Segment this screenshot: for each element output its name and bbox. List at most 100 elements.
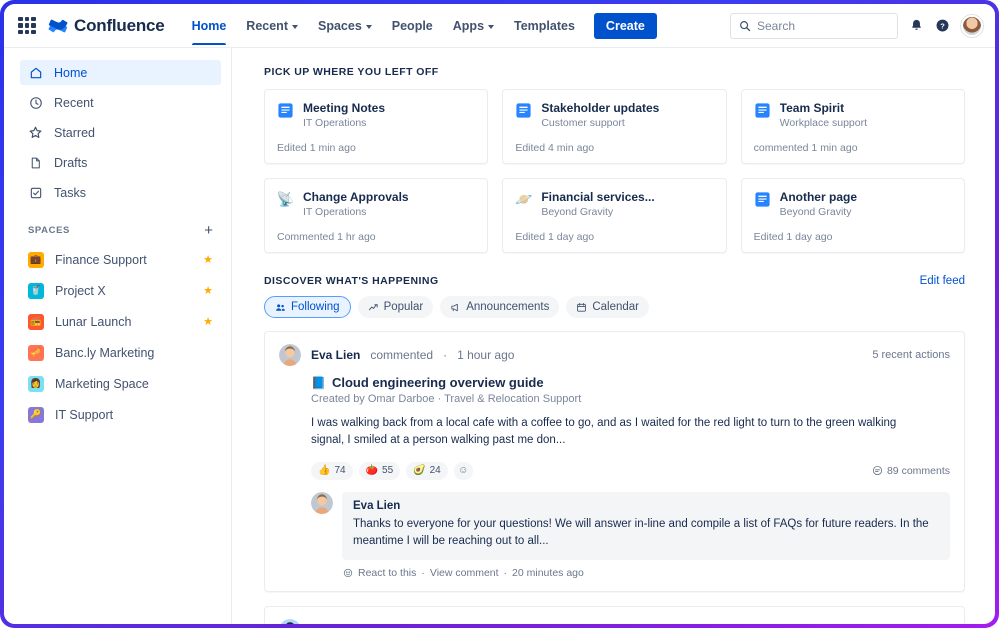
- tab-following[interactable]: Following: [264, 296, 351, 318]
- nav-item-recent[interactable]: Recent: [237, 6, 307, 45]
- blue-page-icon: [515, 102, 532, 119]
- comments-count[interactable]: 89 comments: [872, 465, 950, 477]
- reaction-thumbsup[interactable]: 👍 74: [311, 461, 353, 480]
- checkbox-icon: [28, 185, 43, 200]
- feed-author[interactable]: Eva Lien: [311, 348, 361, 362]
- inline-comment-box: Eva Lien Thanks to everyone for your que…: [342, 491, 950, 560]
- main-content: PICK UP WHERE YOU LEFT OFF Meeting Notes…: [232, 48, 995, 624]
- add-space-button[interactable]: +: [204, 222, 213, 239]
- confluence-logo[interactable]: Confluence: [48, 16, 165, 36]
- card-meta: Edited 1 day ago: [515, 231, 595, 243]
- tab-popular[interactable]: Popular: [357, 296, 434, 318]
- card-title: Meeting Notes: [303, 101, 386, 115]
- satellite-icon: 📡: [276, 191, 295, 207]
- sidebar-item-home[interactable]: Home: [20, 60, 221, 85]
- recent-page-card[interactable]: Team Spirit Workplace support commented …: [740, 89, 965, 164]
- recent-actions-count[interactable]: 5 recent actions: [872, 349, 950, 361]
- reaction-avocado[interactable]: 🥑 24: [406, 461, 448, 480]
- feed-item[interactable]: Jie Yan Song edited · 1 hour ago 🚨 Incid…: [264, 606, 965, 624]
- reaction-count: 74: [334, 465, 346, 476]
- recent-page-card[interactable]: Stakeholder updates Customer support Edi…: [502, 89, 727, 164]
- sidebar-item-recent[interactable]: Recent: [20, 90, 221, 115]
- sidebar-space-lunar-launch[interactable]: 📻 Lunar Launch ★: [20, 309, 221, 334]
- chevron-down-icon: [291, 24, 298, 29]
- react-to-this-link[interactable]: React to this: [358, 567, 417, 579]
- nav-item-apps[interactable]: Apps: [444, 6, 503, 45]
- nav-item-home[interactable]: Home: [183, 6, 236, 45]
- card-space: Workplace support: [779, 117, 868, 129]
- user-avatar[interactable]: [961, 14, 983, 37]
- feed-tabs: Following Popular Announcements: [264, 296, 965, 318]
- reaction-tomato[interactable]: 🍅 55: [358, 461, 401, 480]
- search-input[interactable]: Search: [730, 12, 898, 39]
- app-switcher-icon[interactable]: [18, 16, 36, 35]
- megaphone-icon: [451, 303, 458, 311]
- sidebar-space-it-support[interactable]: 🔑 IT Support: [20, 402, 221, 427]
- sidebar-item-drafts[interactable]: Drafts: [20, 150, 221, 175]
- card-space: IT Operations: [303, 117, 367, 129]
- star-icon[interactable]: ★: [203, 285, 213, 297]
- avatar[interactable]: [311, 491, 333, 514]
- avatar[interactable]: [279, 619, 301, 624]
- nav-label: Spaces: [317, 19, 362, 33]
- nav-label: People: [391, 19, 433, 33]
- feed-item[interactable]: Eva Lien commented · 1 hour ago 5 recent…: [264, 331, 965, 592]
- sidebar-space-finance-support[interactable]: 💼 Finance Support ★: [20, 247, 221, 272]
- tab-calendar[interactable]: Calendar: [566, 296, 650, 318]
- blue-page-icon: [754, 191, 771, 208]
- recent-page-card[interactable]: Meeting Notes IT Operations Edited 1 min…: [264, 89, 489, 164]
- recent-page-card[interactable]: Another page Beyond Gravity Edited 1 day…: [740, 178, 965, 253]
- star-icon[interactable]: ★: [203, 254, 213, 266]
- card-space: Customer support: [541, 117, 625, 129]
- space-label: Lunar Launch: [55, 314, 132, 329]
- view-comment-link[interactable]: View comment: [429, 567, 499, 579]
- page-emoji-icon: 📘: [311, 375, 326, 390]
- create-button[interactable]: Create: [593, 12, 657, 39]
- recent-page-card[interactable]: 📡 Change Approvals IT Operations Comment…: [264, 178, 489, 253]
- feed-author[interactable]: Jie Yan Song: [311, 623, 385, 624]
- notifications-bell-icon[interactable]: [909, 18, 924, 33]
- space-label: Project X: [55, 283, 106, 298]
- add-reaction-icon[interactable]: [343, 568, 353, 578]
- feed-space[interactable]: Travel & Relocation Support: [444, 393, 582, 405]
- nav-item-templates[interactable]: Templates: [505, 6, 584, 45]
- card-title: Team Spirit: [779, 101, 845, 115]
- card-meta: Edited 4 min ago: [515, 142, 595, 154]
- tab-announcements[interactable]: Announcements: [440, 296, 560, 318]
- confluence-mark-icon: [48, 19, 68, 32]
- feed-item-header: Eva Lien commented · 1 hour ago 5 recent…: [279, 344, 950, 366]
- edit-feed-link[interactable]: Edit feed: [919, 275, 965, 287]
- sidebar-space-bancly-marketing[interactable]: 🎺 Banc.ly Marketing: [20, 340, 221, 365]
- sidebar-item-tasks[interactable]: Tasks: [20, 180, 221, 205]
- brand-text: Confluence: [74, 15, 165, 35]
- feed-meta-separator: ·: [437, 393, 445, 405]
- feed-page-link[interactable]: 📘 Cloud engineering overview guide: [311, 375, 950, 390]
- space-avatar-icon: 📻: [28, 313, 44, 330]
- card-header: Stakeholder updates Customer support: [515, 101, 713, 129]
- avocado-icon: 🥑: [413, 464, 426, 476]
- help-icon[interactable]: ?: [935, 18, 950, 33]
- tab-label: Following: [291, 301, 340, 313]
- nav-label: Recent: [246, 19, 288, 33]
- sidebar-space-marketing-space[interactable]: 👩 Marketing Space: [20, 371, 221, 396]
- card-title: Financial services...: [541, 190, 655, 204]
- comments-count-label: 89 comments: [886, 464, 950, 477]
- sidebar-item-starred[interactable]: Starred: [20, 120, 221, 145]
- space-label: Banc.ly Marketing: [55, 345, 155, 360]
- star-icon[interactable]: ★: [203, 316, 213, 328]
- home-icon: [28, 65, 43, 80]
- nav-item-people[interactable]: People: [383, 6, 442, 45]
- card-space: Beyond Gravity: [779, 206, 852, 218]
- add-reaction-icon[interactable]: ☺: [453, 461, 473, 480]
- sidebar-space-project-x[interactable]: 🥤 Project X ★: [20, 278, 221, 303]
- recent-page-card[interactable]: 🪐 Financial services... Beyond Gravity E…: [502, 178, 727, 253]
- comment-time: 20 minutes ago: [512, 567, 584, 579]
- sidebar-item-label: Recent: [54, 95, 94, 110]
- feed-time: 1 hour ago: [452, 623, 509, 624]
- card-header: 📡 Change Approvals IT Operations: [277, 190, 475, 218]
- feed-item-body: 📘 Cloud engineering overview guide Creat…: [311, 375, 950, 579]
- nav-item-spaces[interactable]: Spaces: [309, 6, 381, 45]
- card-header: Another page Beyond Gravity: [754, 190, 952, 218]
- avatar[interactable]: [279, 344, 301, 366]
